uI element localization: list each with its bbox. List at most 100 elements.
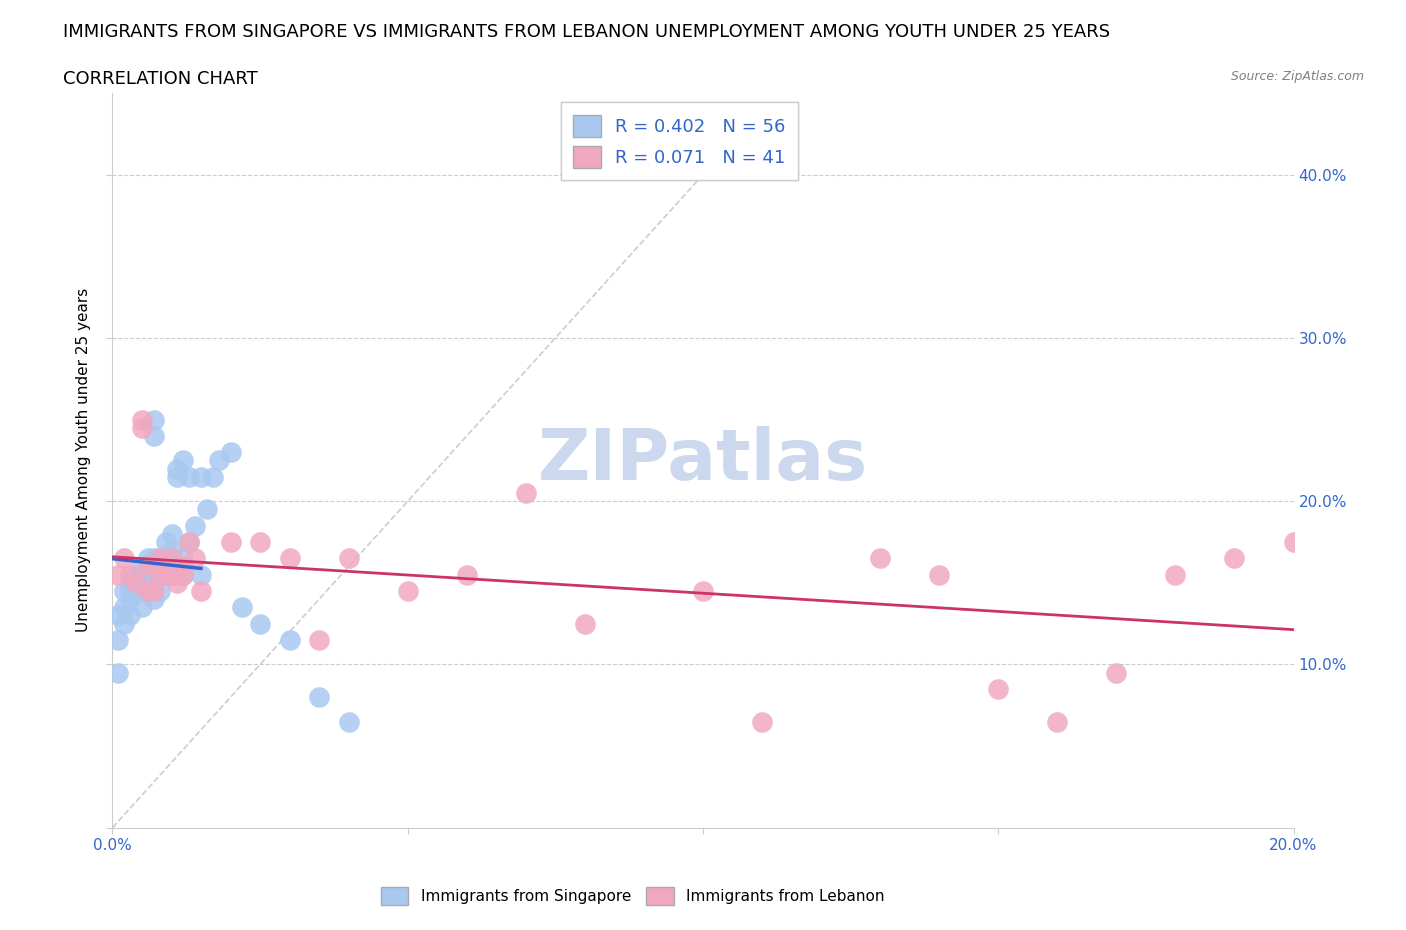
Legend: R = 0.402   N = 56, R = 0.071   N = 41: R = 0.402 N = 56, R = 0.071 N = 41: [561, 102, 799, 180]
Point: [112, 617, 135, 631]
Point: [131, 559, 153, 574]
Point: [166, 461, 188, 476]
Y-axis label: Unemployment Among Youth under 25 years: Unemployment Among Youth under 25 years: [76, 288, 91, 632]
Point: [155, 551, 177, 565]
Legend: Immigrants from Singapore, Immigrants from Lebanon: Immigrants from Singapore, Immigrants fr…: [373, 879, 893, 913]
Point: [337, 714, 360, 729]
Point: [172, 559, 194, 574]
Point: [136, 583, 159, 598]
Text: Source: ZipAtlas.com: Source: ZipAtlas.com: [1230, 70, 1364, 83]
Point: [112, 583, 135, 598]
Point: [136, 567, 159, 582]
Point: [1223, 551, 1246, 565]
Text: IMMIGRANTS FROM SINGAPORE VS IMMIGRANTS FROM LEBANON UNEMPLOYMENT AMONG YOUTH UN: IMMIGRANTS FROM SINGAPORE VS IMMIGRANTS …: [63, 23, 1111, 41]
Point: [184, 551, 207, 565]
Point: [166, 576, 188, 591]
Point: [1282, 535, 1305, 550]
Point: [120, 583, 142, 598]
Point: [125, 576, 148, 591]
Point: [125, 576, 148, 591]
Point: [172, 567, 194, 582]
Point: [172, 551, 194, 565]
Point: [107, 632, 129, 647]
Point: [249, 617, 271, 631]
Point: [751, 714, 773, 729]
Point: [120, 608, 142, 623]
Point: [112, 600, 135, 615]
Point: [166, 470, 188, 485]
Point: [308, 632, 330, 647]
Point: [219, 535, 242, 550]
Point: [1046, 714, 1069, 729]
Point: [190, 583, 212, 598]
Point: [337, 551, 360, 565]
Point: [208, 453, 231, 468]
Point: [869, 551, 891, 565]
Point: [179, 470, 201, 485]
Point: [112, 551, 135, 565]
Point: [155, 567, 177, 582]
Point: [131, 567, 153, 582]
Point: [166, 559, 188, 574]
Point: [149, 551, 172, 565]
Point: [155, 567, 177, 582]
Point: [125, 567, 148, 582]
Point: [249, 535, 271, 550]
Point: [142, 551, 165, 565]
Point: [131, 420, 153, 435]
Point: [131, 583, 153, 598]
Point: [184, 518, 207, 533]
Point: [308, 690, 330, 705]
Point: [172, 453, 194, 468]
Point: [149, 559, 172, 574]
Point: [136, 583, 159, 598]
Point: [136, 551, 159, 565]
Point: [231, 600, 253, 615]
Point: [160, 567, 183, 582]
Text: ZIPatlas: ZIPatlas: [538, 426, 868, 495]
Point: [219, 445, 242, 459]
Point: [160, 567, 183, 582]
Point: [131, 600, 153, 615]
Point: [172, 567, 194, 582]
Point: [149, 583, 172, 598]
Point: [1164, 567, 1187, 582]
Point: [160, 526, 183, 541]
Point: [136, 559, 159, 574]
Point: [456, 567, 478, 582]
Point: [987, 682, 1010, 697]
Point: [574, 617, 596, 631]
Point: [120, 591, 142, 606]
Point: [131, 412, 153, 427]
Point: [142, 567, 165, 582]
Point: [107, 567, 129, 582]
Point: [179, 535, 201, 550]
Point: [107, 608, 129, 623]
Point: [136, 576, 159, 591]
Point: [692, 583, 714, 598]
Point: [149, 551, 172, 565]
Point: [278, 632, 301, 647]
Text: CORRELATION CHART: CORRELATION CHART: [63, 70, 259, 87]
Point: [107, 665, 129, 680]
Point: [179, 535, 201, 550]
Point: [142, 583, 165, 598]
Point: [201, 470, 224, 485]
Point: [278, 551, 301, 565]
Point: [142, 429, 165, 444]
Point: [142, 412, 165, 427]
Point: [142, 559, 165, 574]
Point: [131, 576, 153, 591]
Point: [190, 470, 212, 485]
Point: [928, 567, 950, 582]
Point: [120, 567, 142, 582]
Point: [396, 583, 419, 598]
Point: [160, 551, 183, 565]
Point: [160, 543, 183, 558]
Point: [149, 567, 172, 582]
Point: [125, 583, 148, 598]
Point: [120, 576, 142, 591]
Point: [195, 502, 218, 517]
Point: [142, 591, 165, 606]
Point: [149, 567, 172, 582]
